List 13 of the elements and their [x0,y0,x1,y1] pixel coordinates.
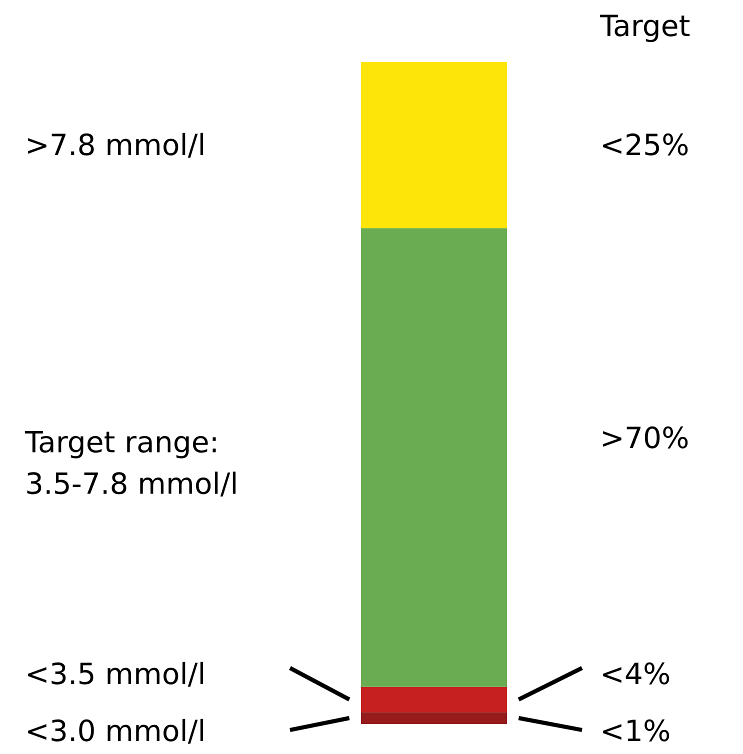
text: >7.8 mmol/l [28,132,204,158]
bar [361,228,507,687]
text: <3.5 mmol/l [28,662,204,687]
text: >70% [603,426,688,448]
bar [361,686,507,712]
bar [361,62,507,228]
text: <25% [603,133,688,156]
text: Target [600,14,690,42]
text: <4% [603,662,670,684]
text: <3.0 mmol/l [28,718,204,744]
text: <1% [603,719,670,742]
text: Target range: 3.5-7.8 mmol/l [24,431,236,497]
bar [361,712,507,724]
